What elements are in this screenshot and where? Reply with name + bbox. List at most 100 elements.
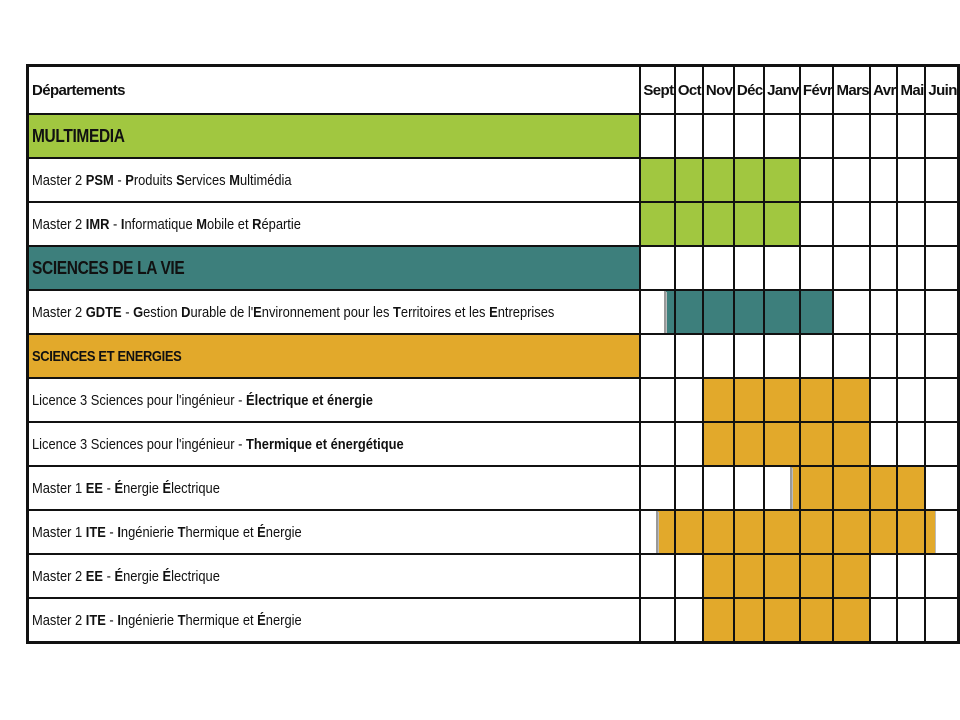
program-label: Licence 3 Sciences pour l'ingénieur - Th…	[26, 421, 642, 467]
month-cell	[701, 333, 735, 379]
month-cell-active	[732, 201, 766, 247]
label-part: Master 2	[32, 215, 86, 233]
label-text: Licence 3 Sciences pour l'ingénieur - Él…	[32, 392, 373, 409]
partial-month-blank	[642, 292, 667, 332]
month-cell	[732, 465, 766, 511]
schedule-body: Départements Sept Oct Nov Déc Janv Févr …	[26, 64, 960, 644]
month-cell-active	[896, 465, 927, 511]
month-cell	[896, 421, 927, 467]
month-cell	[924, 421, 960, 467]
month-cell-active	[798, 553, 835, 599]
month-cell	[924, 113, 960, 159]
label-bold-part: G	[133, 303, 144, 321]
month-cell	[869, 113, 899, 159]
departements-header: Départements	[26, 64, 642, 115]
label-text: Master 2 GDTE - Gestion Durable de l'Env…	[32, 304, 554, 321]
month-cell-active	[673, 509, 704, 555]
program-row: Master 2 IMR - Informatique Mobile et Ré…	[26, 201, 960, 247]
label-bold-part: É	[257, 523, 266, 541]
month-cell	[924, 201, 960, 247]
month-cell-active	[639, 201, 676, 247]
program-label: Master 2 EE - Énergie Électrique	[26, 553, 642, 599]
month-cell-active	[832, 509, 872, 555]
category-label: SCIENCES ET ENERGIES	[26, 333, 642, 379]
month-cell	[869, 157, 899, 203]
month-cell-active	[763, 201, 801, 247]
month-cell	[732, 333, 766, 379]
month-cell	[798, 113, 835, 159]
label-bold-part: É	[162, 479, 172, 497]
label-part: obile et	[206, 215, 253, 233]
label-part: hermique et	[185, 611, 258, 629]
month-cell	[896, 597, 927, 644]
month-cell-active	[732, 289, 766, 335]
month-cell	[673, 245, 704, 291]
month-cell-active	[798, 289, 835, 335]
label-bold-part: S	[176, 171, 185, 189]
month-cell-active	[763, 597, 801, 644]
month-header-juin: Juin	[924, 64, 960, 115]
program-label: Master 1 EE - Énergie Électrique	[26, 465, 642, 511]
month-cell	[701, 465, 735, 511]
month-cell-active	[924, 509, 960, 555]
month-cell-active	[732, 377, 766, 423]
month-cell-active	[832, 553, 872, 599]
label-part: estion	[143, 303, 182, 321]
category-row: SCIENCES DE LA VIE	[26, 245, 960, 291]
month-cell	[763, 245, 801, 291]
month-cell	[896, 245, 927, 291]
month-cell	[673, 465, 704, 511]
month-cell	[798, 333, 835, 379]
label-text: Licence 3 Sciences pour l'ingénieur - Th…	[32, 436, 404, 453]
label-bold-part: ITE	[85, 523, 106, 541]
month-cell-active	[673, 157, 704, 203]
month-cell	[924, 157, 960, 203]
label-part: lectrique	[171, 567, 220, 585]
month-cell	[832, 113, 872, 159]
label-part: ngénierie	[120, 523, 178, 541]
label-part: -	[102, 479, 115, 497]
label-bold-part: M	[229, 171, 240, 189]
label-bold-part: Thermique et énergétique	[246, 435, 404, 453]
month-cell-active	[701, 201, 735, 247]
label-part: Master 2	[32, 171, 86, 189]
month-cell-active	[701, 289, 735, 335]
month-header-oct: Oct	[673, 64, 704, 115]
month-header-sept: Sept	[639, 64, 676, 115]
month-cell-active	[732, 421, 766, 467]
month-cell	[763, 113, 801, 159]
label-text: MULTIMEDIA	[32, 125, 125, 146]
month-cell	[639, 465, 676, 511]
schedule-table: Départements Sept Oct Nov Déc Janv Févr …	[26, 64, 960, 644]
label-part: -	[109, 215, 121, 233]
month-cell	[673, 421, 704, 467]
program-label: Master 1 ITE - Ingénierie Thermique et É…	[26, 509, 642, 555]
month-cell	[639, 553, 676, 599]
program-row: Master 2 PSM - Produits Services Multimé…	[26, 157, 960, 203]
label-part: nergie	[265, 611, 302, 629]
month-header-janv: Janv	[763, 64, 801, 115]
program-label: Master 2 IMR - Informatique Mobile et Ré…	[26, 201, 642, 247]
month-cell-active	[763, 421, 801, 467]
label-text: Master 2 PSM - Produits Services Multimé…	[32, 172, 292, 189]
label-part: ngénierie	[120, 611, 178, 629]
month-cell-active	[732, 553, 766, 599]
month-cell	[673, 377, 704, 423]
month-cell-active	[763, 289, 801, 335]
label-bold-part: R	[252, 215, 262, 233]
label-part: ntreprises	[497, 303, 555, 321]
month-cell	[896, 289, 927, 335]
month-cell	[924, 553, 960, 599]
month-cell-active	[869, 465, 899, 511]
label-bold-part: T	[177, 611, 186, 629]
month-cell-active	[832, 421, 872, 467]
month-cell	[896, 377, 927, 423]
month-cell	[701, 245, 735, 291]
month-cell	[869, 245, 899, 291]
month-header-avr: Avr	[869, 64, 899, 115]
month-cell	[763, 333, 801, 379]
month-cell	[673, 113, 704, 159]
partial-month-blank	[642, 512, 658, 552]
month-cell-active	[639, 509, 676, 555]
month-cell-active	[832, 597, 872, 644]
